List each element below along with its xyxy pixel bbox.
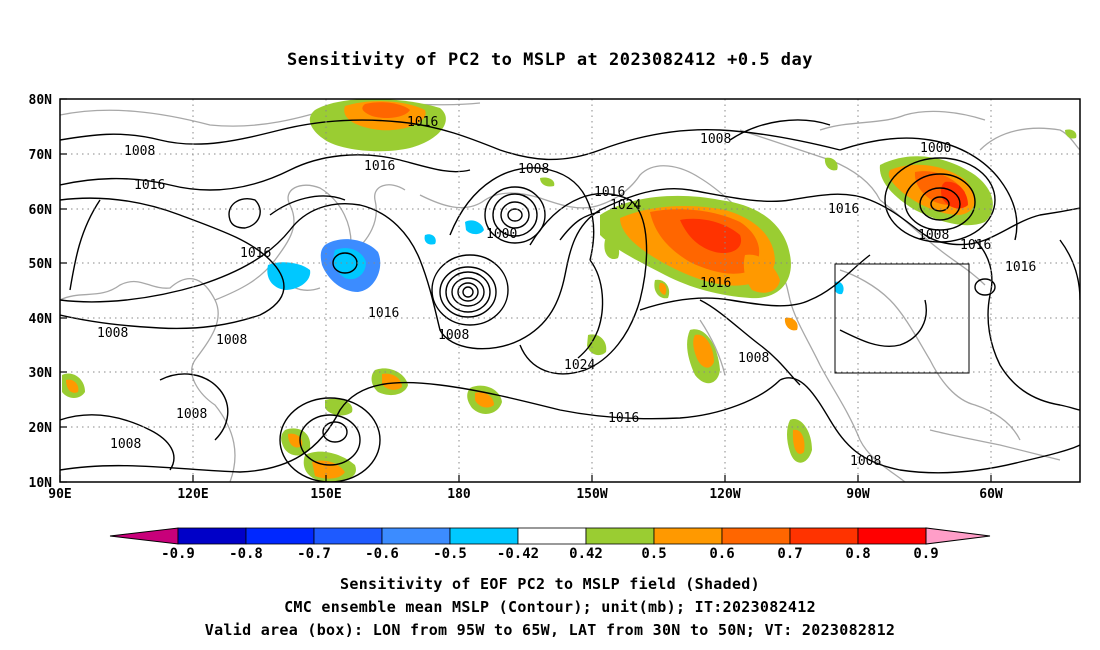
contour-label: 1008 — [97, 326, 128, 341]
lon-label: 90W — [846, 487, 870, 502]
contour-label: 1008 — [700, 132, 731, 147]
contour-label: 1016 — [364, 159, 395, 174]
colorbar-bin — [449, 527, 519, 545]
contour-label: 1008 — [918, 228, 949, 243]
sensitivity-map: 1016 1008 1008 1016 1016 1008 1016 1024 … — [29, 93, 1081, 562]
caption-line-2: CMC ensemble mean MSLP (Contour); unit(m… — [284, 598, 816, 616]
lon-label: 150E — [310, 487, 341, 502]
contour-label: 1016 — [1005, 260, 1036, 275]
contour-label: 1016 — [240, 246, 271, 261]
colorbar-bin — [245, 527, 315, 545]
lon-label: 150W — [576, 487, 607, 502]
lon-label: 120W — [709, 487, 740, 502]
mslp-contours — [60, 119, 1080, 482]
colorbar-low-arrow — [109, 527, 179, 545]
contour-label: 1008 — [216, 333, 247, 348]
contour-label: 1024 — [610, 198, 641, 213]
gridlines — [60, 99, 1080, 482]
map-background — [60, 99, 1080, 482]
lon-label: 120E — [177, 487, 208, 502]
contour-label: 1008 — [850, 454, 881, 469]
colorbar-label: -0.5 — [433, 546, 467, 562]
contour-label: 1024 — [564, 358, 595, 373]
colorbar-label: 0.7 — [777, 546, 802, 562]
lon-label: 60W — [979, 487, 1003, 502]
contour-label: 1008 — [176, 407, 207, 422]
colorbar-label: 0.8 — [845, 546, 870, 562]
colorbar-label: -0.7 — [297, 546, 331, 562]
colorbar-label: 0.42 — [569, 546, 603, 562]
contour-labels: 1016 1008 1008 1016 1016 1008 1016 1024 … — [97, 115, 1036, 469]
colorbar-bin — [313, 527, 383, 545]
colorbar-label: -0.6 — [365, 546, 399, 562]
lat-label: 10N — [29, 476, 53, 491]
lat-label: 80N — [29, 93, 53, 108]
contour-label: 1008 — [110, 437, 141, 452]
colorbar-bin — [789, 527, 859, 545]
contour-label: 1000 — [486, 227, 517, 242]
lon-label: 180 — [447, 487, 471, 502]
contour-label: 1016 — [134, 178, 165, 193]
contour-label: 1016 — [368, 306, 399, 321]
contour-label: 1008 — [738, 351, 769, 366]
lat-label: 20N — [29, 421, 53, 436]
colorbar-bin — [857, 527, 927, 545]
colorbar-bin — [517, 527, 587, 545]
colorbar-label: 0.9 — [913, 546, 938, 562]
colorbar-label: -0.9 — [161, 546, 195, 562]
colorbar-label: 0.6 — [709, 546, 734, 562]
contour-label: 1016 — [960, 238, 991, 253]
map-frame — [59, 98, 1081, 483]
lon-label: 90E — [48, 487, 71, 502]
contour-label: 1008 — [518, 162, 549, 177]
colorbar-label: 0.5 — [641, 546, 666, 562]
colorbar-label: -0.42 — [497, 546, 539, 562]
caption-line-3: Valid area (box): LON from 95W to 65W, L… — [204, 621, 896, 639]
lat-label: 60N — [29, 203, 53, 218]
contour-label: 1008 — [438, 328, 469, 343]
contour-label: 1016 — [608, 411, 639, 426]
colorbar-bin — [585, 527, 655, 545]
colorbar-bin — [177, 527, 247, 545]
longitude-labels: 90E 120E 150E 180 150W 120W 90W 60W — [48, 487, 1003, 502]
lat-label: 70N — [29, 148, 53, 163]
latitude-labels: 80N 70N 60N 50N 40N 30N 20N 10N — [29, 93, 53, 491]
colorbar-high-arrow — [925, 527, 991, 545]
tick-marks — [59, 98, 992, 483]
contour-label: 1008 — [124, 144, 155, 159]
contour-label: 1000 — [920, 141, 951, 156]
lat-label: 40N — [29, 312, 53, 327]
colorbar-label: -0.8 — [229, 546, 263, 562]
colorbar-bin — [653, 527, 723, 545]
colorbar-bin — [721, 527, 791, 545]
contour-label: 1016 — [594, 185, 625, 200]
colorbar-bin — [381, 527, 451, 545]
lat-label: 50N — [29, 257, 53, 272]
lat-label: 30N — [29, 366, 53, 381]
colorbar: -0.9 -0.8 -0.7 -0.6 -0.5 -0.42 0.42 0.5 0.6 0.7 0.… — [109, 527, 991, 562]
caption-line-1: Sensitivity of EOF PC2 to MSLP field (Sh… — [340, 575, 760, 593]
figure-title: Sensitivity of PC2 to MSLP at 2023082412… — [286, 50, 813, 70]
contour-label: 1016 — [700, 276, 731, 291]
contour-label: 1016 — [407, 115, 438, 130]
contour-label: 1016 — [828, 202, 859, 217]
